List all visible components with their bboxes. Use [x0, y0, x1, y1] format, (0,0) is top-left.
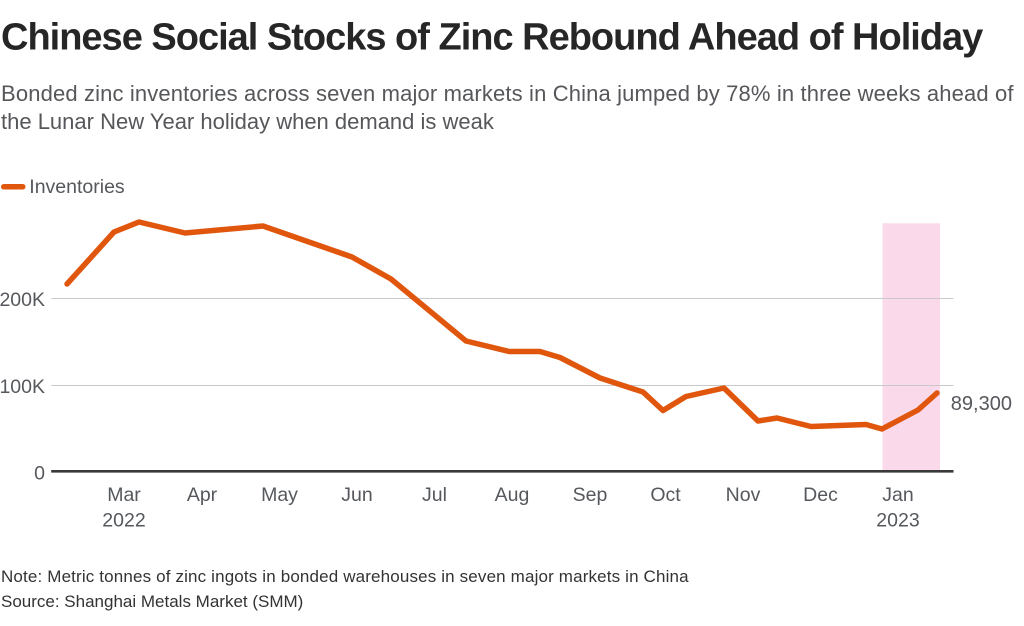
- svg-text:Mar: Mar: [107, 484, 141, 506]
- svg-text:89,300: 89,300: [951, 393, 1012, 415]
- svg-text:the Lunar New Year holiday whe: the Lunar New Year holiday when demand i…: [1, 109, 495, 134]
- svg-text:0: 0: [34, 463, 45, 485]
- svg-text:Aug: Aug: [495, 484, 530, 506]
- svg-text:Jul: Jul: [422, 484, 447, 506]
- svg-text:2022: 2022: [102, 510, 145, 532]
- svg-text:200K: 200K: [0, 289, 45, 311]
- svg-text:Jun: Jun: [341, 484, 372, 506]
- svg-text:Source: Shanghai Metals Market: Source: Shanghai Metals Market (SMM): [1, 592, 303, 611]
- svg-text:2023: 2023: [876, 510, 919, 532]
- svg-text:Note: Metric tonnes of zinc in: Note: Metric tonnes of zinc ingots in bo…: [1, 567, 689, 586]
- svg-text:May: May: [261, 484, 298, 506]
- svg-text:Sep: Sep: [573, 484, 608, 506]
- svg-text:Chinese Social Stocks of Zinc: Chinese Social Stocks of Zinc Rebound Ah…: [1, 17, 983, 59]
- svg-text:Jan: Jan: [882, 484, 913, 506]
- svg-text:Nov: Nov: [726, 484, 761, 506]
- svg-text:Dec: Dec: [803, 484, 838, 506]
- svg-text:Inventories: Inventories: [29, 176, 125, 198]
- svg-text:Oct: Oct: [650, 484, 681, 506]
- svg-text:100K: 100K: [0, 376, 45, 398]
- svg-text:Apr: Apr: [187, 484, 218, 506]
- svg-text:Bonded zinc inventories across: Bonded zinc inventories across seven maj…: [1, 81, 1014, 106]
